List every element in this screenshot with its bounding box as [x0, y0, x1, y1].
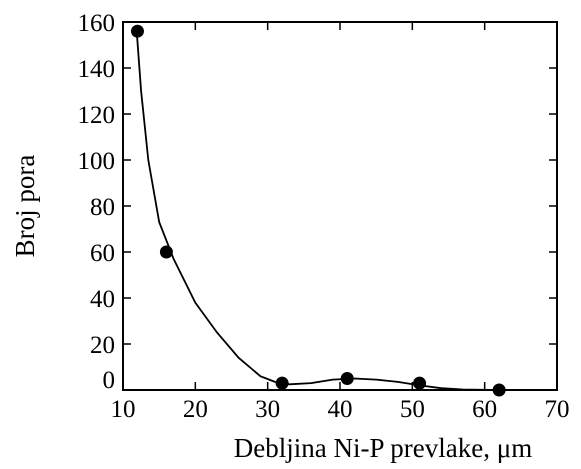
y-tick-label: 120 [78, 102, 116, 129]
x-tick-label: 50 [400, 396, 425, 423]
data-point [413, 376, 427, 390]
y-tick-label: 0 [103, 367, 116, 394]
y-axis-ticks: 0 20 40 60 80 100 120 140 160 [78, 10, 557, 394]
y-tick-label: 40 [90, 286, 115, 313]
x-axis-title: Debljina Ni-P prevlake, μm [234, 433, 532, 463]
data-points [130, 24, 506, 397]
y-tick-label: 140 [78, 56, 116, 83]
x-axis-ticks: 10 20 30 40 50 60 70 [111, 22, 570, 423]
y-tick-label: 80 [90, 194, 115, 221]
x-tick-label: 20 [183, 396, 208, 423]
data-point [340, 372, 354, 385]
data-point [130, 24, 144, 38]
y-axis-title: Broj pora [10, 155, 40, 258]
y-tick-label: 160 [78, 10, 116, 37]
plot-frame [122, 21, 558, 391]
x-tick-label: 60 [472, 396, 497, 423]
trend-curve [135, 31, 500, 391]
y-tick-label: 100 [78, 148, 116, 175]
x-tick-label: 40 [328, 396, 353, 423]
y-tick-label: 20 [90, 332, 115, 359]
x-tick-label: 10 [111, 396, 136, 423]
x-tick-label: 70 [545, 396, 570, 423]
data-point [159, 245, 173, 259]
y-tick-label: 60 [90, 240, 115, 267]
data-point [275, 376, 289, 390]
data-point [492, 383, 506, 397]
x-tick-label: 30 [255, 396, 280, 423]
